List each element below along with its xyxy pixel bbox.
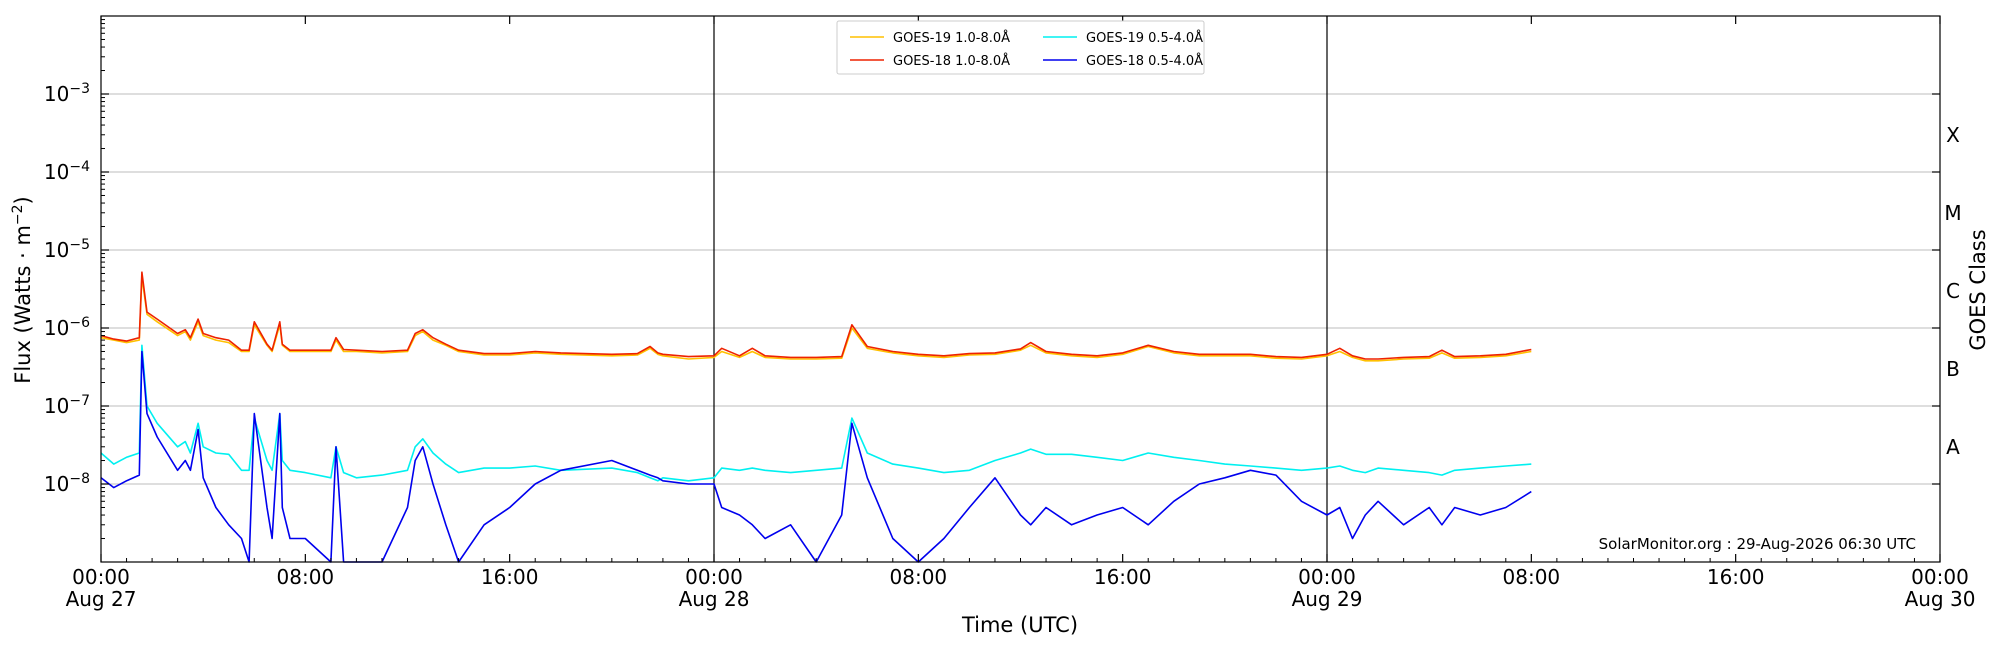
y-tick-label-base: 10 [44,160,69,184]
y-tick-label-2: 10−6 [44,315,90,340]
y-tick-label-base: 10 [44,238,69,262]
legend-label-3: GOES-18 0.5-4.0Å [1086,53,1203,69]
legend-label-0: GOES-19 1.0-8.0Å [893,30,1010,46]
x-tick-label-2: 16:00 [481,565,539,589]
x-tick-date-label-0: Aug 27 [66,587,137,611]
y-tick-label-base: 10 [44,316,69,340]
day-boundary-lines [713,16,1328,562]
series-line-0 [100,276,1532,362]
series-line-2 [100,344,1532,482]
y-tick-label-base: 10 [44,82,69,106]
goes-class-label-B: B [1946,357,1960,381]
y-tick-label-exp: −5 [69,237,90,253]
credit-annotation: SolarMonitor.org : 29-Aug-2026 06:30 UTC [1599,535,1916,553]
y-axis-title: Flux (Watts · m−2) [10,196,35,384]
y-axis-title-suffix: ) [11,196,35,204]
goes-class-label-C: C [1946,279,1960,303]
y-tick-label-5: 10−3 [44,81,90,106]
x-tick-date-label-9: Aug 30 [1905,587,1976,611]
x-tick-label-8: 16:00 [1707,565,1765,589]
y-tick-label-3: 10−5 [44,237,90,262]
y-tick-label-exp: −8 [69,471,90,487]
x-axis-title: Time (UTC) [961,613,1078,637]
y-tick-label-1: 10−7 [44,393,90,418]
series-layer [100,271,1532,563]
goes-class-label-X: X [1946,123,1960,147]
x-tick-label-9: 00:00 [1911,565,1969,589]
x-tick-date-label-3: Aug 28 [679,587,750,611]
y-tick-labels: 10−810−710−610−510−410−3 [44,81,90,496]
x-tick-label-0: 00:00 [72,565,130,589]
y-tick-label-base: 10 [44,472,69,496]
goes-class-labels: A B C M X [1944,123,1961,459]
legend-label-2: GOES-19 0.5-4.0Å [1086,30,1203,46]
x-tick-label-6: 00:00 [1298,565,1356,589]
y-tick-label-base: 10 [44,394,69,418]
y-axis-title-prefix: Flux (Watts · m [11,225,35,384]
series-line-1 [100,271,1532,360]
y-tick-label-exp: −3 [69,81,90,97]
x-tick-date-label-6: Aug 29 [1292,587,1363,611]
y-tick-label-exp: −4 [69,159,90,175]
y-tick-label-exp: −6 [69,315,90,331]
legend-box [836,20,1205,75]
goes-class-label-A: A [1946,435,1960,459]
y2-axis-title: GOES Class [1966,229,1990,350]
y-axis-title-sup: −2 [10,204,26,225]
y-tick-label-exp: −7 [69,393,90,409]
x-tick-label-1: 08:00 [277,565,335,589]
x-tick-label-5: 16:00 [1094,565,1152,589]
grid-lines [101,93,1940,485]
y-tick-label-4: 10−4 [44,159,90,184]
y-tick-label-0: 10−8 [44,471,90,496]
series-line-3 [100,350,1532,563]
tick-marks [100,16,1941,562]
x-tick-label-3: 00:00 [685,565,743,589]
legend: GOES-19 1.0-8.0Å GOES-18 1.0-8.0Å GOES-19 … [836,20,1205,75]
x-tick-label-7: 08:00 [1503,565,1561,589]
legend-label-1: GOES-18 1.0-8.0Å [893,53,1010,69]
goes-class-label-M: M [1944,201,1961,225]
x-tick-label-4: 08:00 [890,565,948,589]
plot-frame [100,15,1941,563]
